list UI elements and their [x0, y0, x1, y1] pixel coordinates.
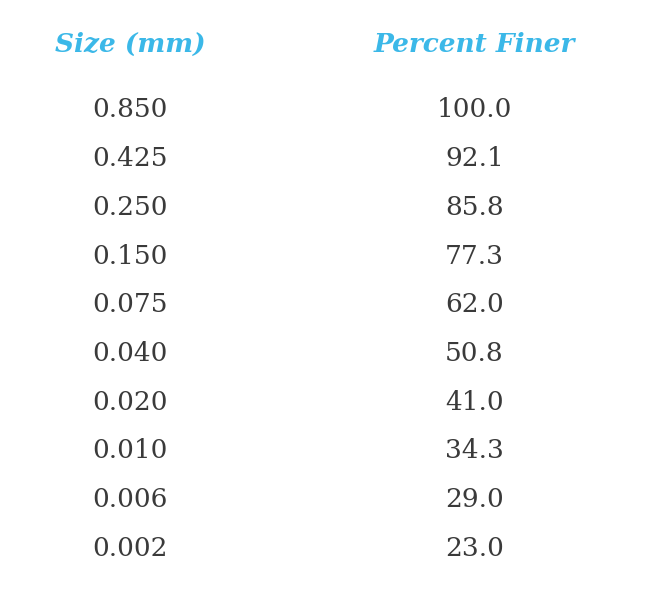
Text: 0.850: 0.850: [92, 97, 168, 122]
Text: 100.0: 100.0: [437, 97, 512, 122]
Text: 0.425: 0.425: [92, 146, 168, 171]
Text: 92.1: 92.1: [445, 146, 504, 171]
Text: 23.0: 23.0: [445, 536, 504, 561]
Text: 85.8: 85.8: [445, 195, 504, 220]
Text: 41.0: 41.0: [445, 390, 504, 415]
Text: Percent Finer: Percent Finer: [374, 32, 575, 57]
Text: 77.3: 77.3: [445, 244, 504, 268]
Text: 34.3: 34.3: [445, 438, 504, 463]
Text: 0.150: 0.150: [92, 244, 168, 268]
Text: Size (mm): Size (mm): [55, 32, 205, 57]
Text: 62.0: 62.0: [445, 292, 504, 317]
Text: 0.075: 0.075: [92, 292, 168, 317]
Text: 29.0: 29.0: [445, 487, 504, 512]
Text: 0.006: 0.006: [92, 487, 168, 512]
Text: 0.002: 0.002: [92, 536, 168, 561]
Text: 50.8: 50.8: [445, 341, 504, 366]
Text: 0.020: 0.020: [92, 390, 168, 415]
Text: 0.250: 0.250: [92, 195, 168, 220]
Text: 0.040: 0.040: [92, 341, 168, 366]
Text: 0.010: 0.010: [92, 438, 168, 463]
